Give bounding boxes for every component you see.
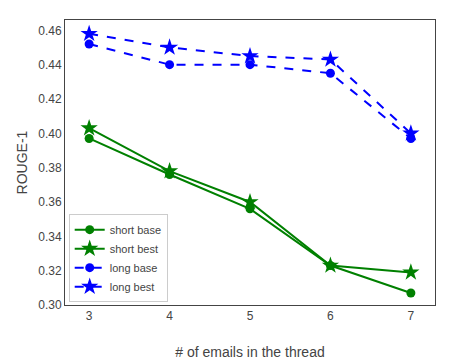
svg-text:0.32: 0.32 (38, 264, 62, 278)
svg-text:0.34: 0.34 (38, 230, 62, 244)
svg-text:long base: long base (110, 262, 158, 274)
svg-text:0.36: 0.36 (38, 195, 62, 209)
svg-text:0.38: 0.38 (38, 161, 62, 175)
svg-text:# of emails in the thread: # of emails in the thread (175, 344, 324, 360)
svg-text:0.40: 0.40 (38, 127, 62, 141)
svg-text:long best: long best (110, 281, 155, 293)
svg-text:0.44: 0.44 (38, 58, 62, 72)
svg-text:0.30: 0.30 (38, 298, 62, 312)
svg-text:short best: short best (110, 243, 158, 255)
svg-text:4: 4 (166, 309, 173, 323)
svg-text:5: 5 (247, 309, 254, 323)
svg-text:3: 3 (86, 309, 93, 323)
svg-text:ROUGE-1: ROUGE-1 (14, 130, 30, 194)
svg-text:0.42: 0.42 (38, 92, 62, 106)
svg-text:6: 6 (327, 309, 334, 323)
svg-text:short base: short base (110, 224, 161, 236)
svg-text:7: 7 (408, 309, 415, 323)
svg-text:0.46: 0.46 (38, 24, 62, 38)
